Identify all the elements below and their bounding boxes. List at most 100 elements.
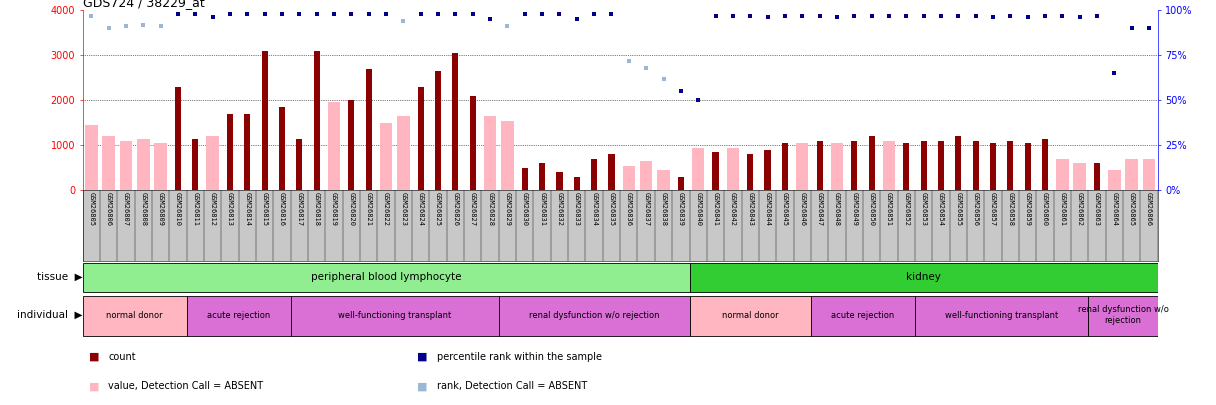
Point	[272, 11, 292, 17]
Bar	[192, 139, 198, 190]
Bar	[187, 296, 291, 336]
Text: GSM26806: GSM26806	[106, 192, 112, 226]
Point	[688, 97, 708, 103]
Point	[516, 11, 535, 17]
Point	[446, 11, 466, 17]
Point	[98, 25, 118, 31]
Bar	[914, 296, 1088, 336]
Point	[1104, 70, 1124, 77]
Bar	[1143, 159, 1155, 190]
Bar	[349, 100, 354, 190]
Bar	[83, 263, 689, 292]
Bar	[137, 139, 150, 190]
Bar	[640, 161, 653, 190]
Text: GSM26816: GSM26816	[280, 192, 285, 226]
Text: count: count	[108, 352, 136, 362]
Text: GSM26862: GSM26862	[1076, 192, 1082, 226]
Point	[289, 11, 309, 17]
Bar	[903, 143, 910, 190]
Point	[1018, 14, 1037, 21]
Text: GSM26848: GSM26848	[834, 192, 840, 226]
Point	[203, 14, 223, 21]
Text: GSM26823: GSM26823	[400, 192, 406, 226]
Text: kidney: kidney	[906, 272, 941, 282]
Text: GSM26807: GSM26807	[123, 192, 129, 226]
Bar	[1007, 141, 1013, 190]
Text: renal dysfunction w/o rejection: renal dysfunction w/o rejection	[529, 311, 659, 320]
Bar	[811, 296, 914, 336]
Point	[377, 11, 396, 17]
Bar	[297, 139, 303, 190]
Bar	[591, 159, 597, 190]
Text: well-functioning transplant: well-functioning transplant	[338, 311, 451, 320]
Point	[896, 12, 916, 19]
Text: GSM26809: GSM26809	[158, 192, 164, 226]
Point	[1035, 12, 1054, 19]
Text: GSM26829: GSM26829	[505, 192, 511, 226]
Text: GSM26839: GSM26839	[677, 192, 683, 226]
Bar	[452, 53, 458, 190]
Bar	[85, 125, 97, 190]
Text: GSM26831: GSM26831	[539, 192, 545, 226]
Point	[948, 12, 968, 19]
Bar	[727, 147, 739, 190]
Text: GSM26830: GSM26830	[522, 192, 528, 226]
Text: ■: ■	[89, 381, 100, 391]
Text: GSM26853: GSM26853	[921, 192, 927, 226]
Bar	[291, 296, 499, 336]
Point	[1001, 12, 1020, 19]
Text: acute rejection: acute rejection	[832, 311, 895, 320]
Text: GSM26846: GSM26846	[799, 192, 805, 226]
Text: ■: ■	[89, 352, 100, 362]
Bar	[499, 296, 689, 336]
Text: GSM26856: GSM26856	[973, 192, 979, 226]
Bar	[261, 51, 268, 190]
Point	[497, 23, 517, 30]
Text: GSM26843: GSM26843	[747, 192, 753, 226]
Bar	[574, 177, 580, 190]
Bar	[938, 141, 944, 190]
Bar	[765, 150, 771, 190]
Bar	[1094, 163, 1100, 190]
Point	[480, 16, 500, 22]
Point	[810, 12, 829, 19]
Point	[81, 12, 101, 19]
Text: GSM26835: GSM26835	[608, 192, 614, 226]
Text: GSM26861: GSM26861	[1059, 192, 1065, 226]
Bar	[314, 51, 320, 190]
Point	[636, 64, 655, 71]
Text: GSM26840: GSM26840	[696, 192, 702, 226]
Text: ■: ■	[417, 352, 428, 362]
Point	[1122, 25, 1142, 31]
Text: tissue  ▶: tissue ▶	[36, 272, 83, 282]
Point	[186, 11, 206, 17]
Text: GSM26826: GSM26826	[452, 192, 458, 226]
Point	[255, 11, 275, 17]
Point	[775, 12, 794, 19]
Point	[724, 12, 743, 19]
Bar	[120, 141, 133, 190]
Bar	[831, 143, 843, 190]
Point	[428, 11, 447, 17]
Text: GSM26805: GSM26805	[89, 192, 95, 226]
Bar	[418, 87, 424, 190]
Text: GSM26834: GSM26834	[591, 192, 597, 226]
Point	[602, 11, 621, 17]
Bar	[83, 296, 187, 336]
Text: ■: ■	[417, 381, 428, 391]
Bar	[677, 177, 683, 190]
Point	[325, 11, 344, 17]
Text: GSM26865: GSM26865	[1128, 192, 1135, 226]
Point	[168, 11, 187, 17]
Point	[463, 11, 483, 17]
Text: GSM26814: GSM26814	[244, 192, 250, 226]
Point	[619, 58, 638, 64]
Text: GSM26821: GSM26821	[366, 192, 372, 226]
Point	[237, 11, 257, 17]
Bar	[484, 116, 496, 190]
Bar	[207, 136, 219, 190]
Bar	[973, 141, 979, 190]
Point	[117, 23, 136, 30]
Text: GSM26815: GSM26815	[261, 192, 268, 226]
Point	[1087, 12, 1107, 19]
